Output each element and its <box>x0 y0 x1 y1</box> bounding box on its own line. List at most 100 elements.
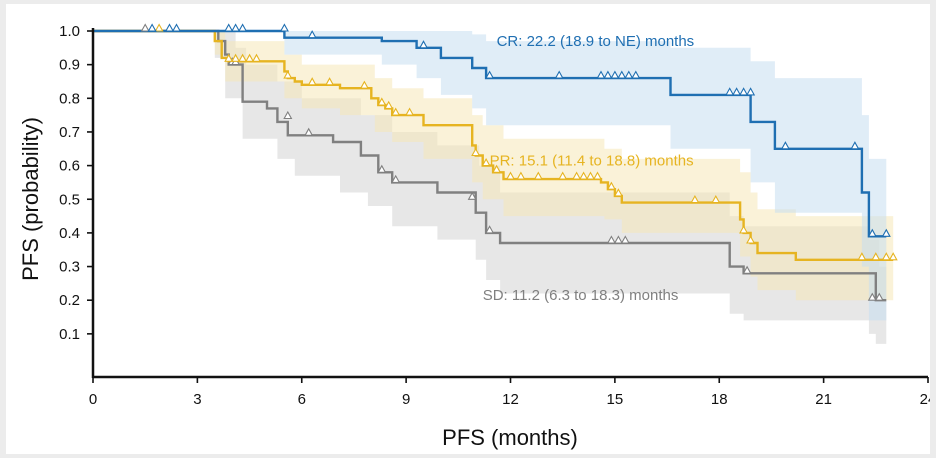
y-axis-title: PFS (probability) <box>18 117 43 281</box>
y-tick-label-0.1: 0.1 <box>59 326 80 343</box>
censor-cr-16 <box>631 70 641 79</box>
ci-band-cr <box>93 31 887 321</box>
censor-pr-17 <box>505 171 516 180</box>
y-tick-label-0.4: 0.4 <box>59 225 80 242</box>
x-tick-label-12: 12 <box>502 391 519 408</box>
censor-pr-18 <box>516 171 526 180</box>
censor-cr-7 <box>307 30 317 39</box>
censor-pr-1 <box>224 53 234 62</box>
y-tick-label-0.2: 0.2 <box>59 292 80 309</box>
censor-sd-13 <box>867 292 877 301</box>
censor-sd-11 <box>620 235 630 244</box>
y-tick-label-0.9: 0.9 <box>59 57 80 74</box>
censor-pr-14 <box>471 147 481 157</box>
censor-cr-0 <box>147 23 157 32</box>
censor-cr-15 <box>624 70 634 79</box>
y-tick-label-1.0: 1.0 <box>59 23 80 40</box>
censor-markers <box>140 23 898 301</box>
censor-pr-4 <box>245 53 255 62</box>
censor-pr-8 <box>325 77 335 86</box>
series-label-pr: PR: 15.1 (11.4 to 18.8) months <box>490 153 694 170</box>
censor-pr-33 <box>881 252 891 261</box>
chart-panel: 0 3 6 9 12 15 18 21 24 0.1 0.2 0.3 0.4 0.5 0.6 0.7 0.8 0… <box>6 4 930 454</box>
censor-pr-20 <box>558 171 568 180</box>
censor-cr-18 <box>732 87 742 96</box>
censor-pr-34 <box>888 252 898 261</box>
censor-sd-14 <box>874 292 884 301</box>
censor-cr-22 <box>850 141 860 150</box>
censor-pr-9 <box>359 80 369 89</box>
censor-cr-13 <box>610 70 620 79</box>
x-tick-label-6: 6 <box>298 391 306 408</box>
censor-sd-10 <box>613 235 623 244</box>
censor-cr-12 <box>603 70 613 79</box>
censor-pr-28 <box>711 194 721 204</box>
censor-pr-7 <box>307 77 317 86</box>
censor-cr-11 <box>596 70 606 79</box>
x-tick-label-9: 9 <box>402 391 410 408</box>
censor-pr-2 <box>231 53 241 62</box>
censor-pr-22 <box>579 171 589 180</box>
censor-pr-29 <box>739 225 749 234</box>
censor-sd-7 <box>467 191 477 200</box>
censor-pr-6 <box>283 70 293 79</box>
censor-cr-24 <box>881 228 891 237</box>
censor-pr-10 <box>377 97 387 106</box>
censor-pr-13 <box>405 107 415 116</box>
x-tick-label-18: 18 <box>711 391 728 408</box>
x-tick-label-3: 3 <box>193 391 201 408</box>
censor-pr-24 <box>592 171 603 180</box>
censor-sd-8 <box>485 225 495 234</box>
censor-pr-3 <box>238 53 248 62</box>
censor-sd-4 <box>304 127 314 136</box>
y-tick-label-0.5: 0.5 <box>59 191 80 208</box>
censor-pr-5 <box>251 53 262 62</box>
censor-cr-1 <box>164 23 175 32</box>
censor-cr-14 <box>617 70 627 79</box>
censor-pr-21 <box>572 171 582 180</box>
censor-cr-20 <box>746 87 756 96</box>
x-tick-label-24: 24 <box>920 391 930 408</box>
y-tick-label-0.6: 0.6 <box>59 158 80 175</box>
censor-sd-3 <box>283 110 293 120</box>
km-chart: 0 3 6 9 12 15 18 21 24 0.1 0.2 0.3 0.4 0.5 0.6 0.7 0.8 0… <box>18 23 930 450</box>
censor-sd-9 <box>606 235 616 244</box>
x-tick-label-0: 0 <box>89 391 97 408</box>
censor-pr-27 <box>690 194 700 204</box>
censor-cr-2 <box>171 23 182 32</box>
censor-cr-17 <box>725 87 735 96</box>
censor-cr-19 <box>739 87 749 96</box>
curve-cr <box>93 29 887 238</box>
censor-cr-10 <box>554 70 564 79</box>
censor-cr-3 <box>224 23 234 32</box>
censor-pr-25 <box>606 181 616 190</box>
x-tick-label-15: 15 <box>607 391 624 408</box>
y-tick-label-0.7: 0.7 <box>59 124 80 141</box>
censor-pr-26 <box>613 188 623 197</box>
censor-pr-15 <box>481 157 491 167</box>
censor-cr-6 <box>279 23 289 32</box>
y-tick-label-0.8: 0.8 <box>59 90 80 107</box>
censor-sd-5 <box>377 164 387 173</box>
censor-sd-0 <box>140 23 150 32</box>
y-tick-label-0.3: 0.3 <box>59 259 80 276</box>
series-label-cr: CR: 22.2 (18.9 to NE) months <box>497 33 695 50</box>
series-labels: SD: 11.2 (6.3 to 18.3) months PR: 15.1 (1… <box>483 33 694 304</box>
censor-pr-16 <box>492 164 502 173</box>
censor-cr-23 <box>867 228 877 237</box>
censor-cr-5 <box>238 23 248 32</box>
censor-pr-32 <box>871 252 881 261</box>
censor-pr-11 <box>384 100 394 109</box>
censor-sd-6 <box>391 174 401 183</box>
x-axis-title: PFS (months) <box>442 425 578 450</box>
censor-cr-8 <box>418 40 429 49</box>
censor-pr-23 <box>585 171 596 180</box>
x-tick-label-21: 21 <box>815 391 832 408</box>
censor-cr-4 <box>231 23 241 32</box>
censor-cr-21 <box>780 141 790 150</box>
censor-cr-9 <box>485 70 495 79</box>
censor-pr-12 <box>391 107 401 116</box>
censor-pr-19 <box>533 171 543 180</box>
x-ticks: 0 3 6 9 12 15 18 21 24 <box>89 377 930 408</box>
